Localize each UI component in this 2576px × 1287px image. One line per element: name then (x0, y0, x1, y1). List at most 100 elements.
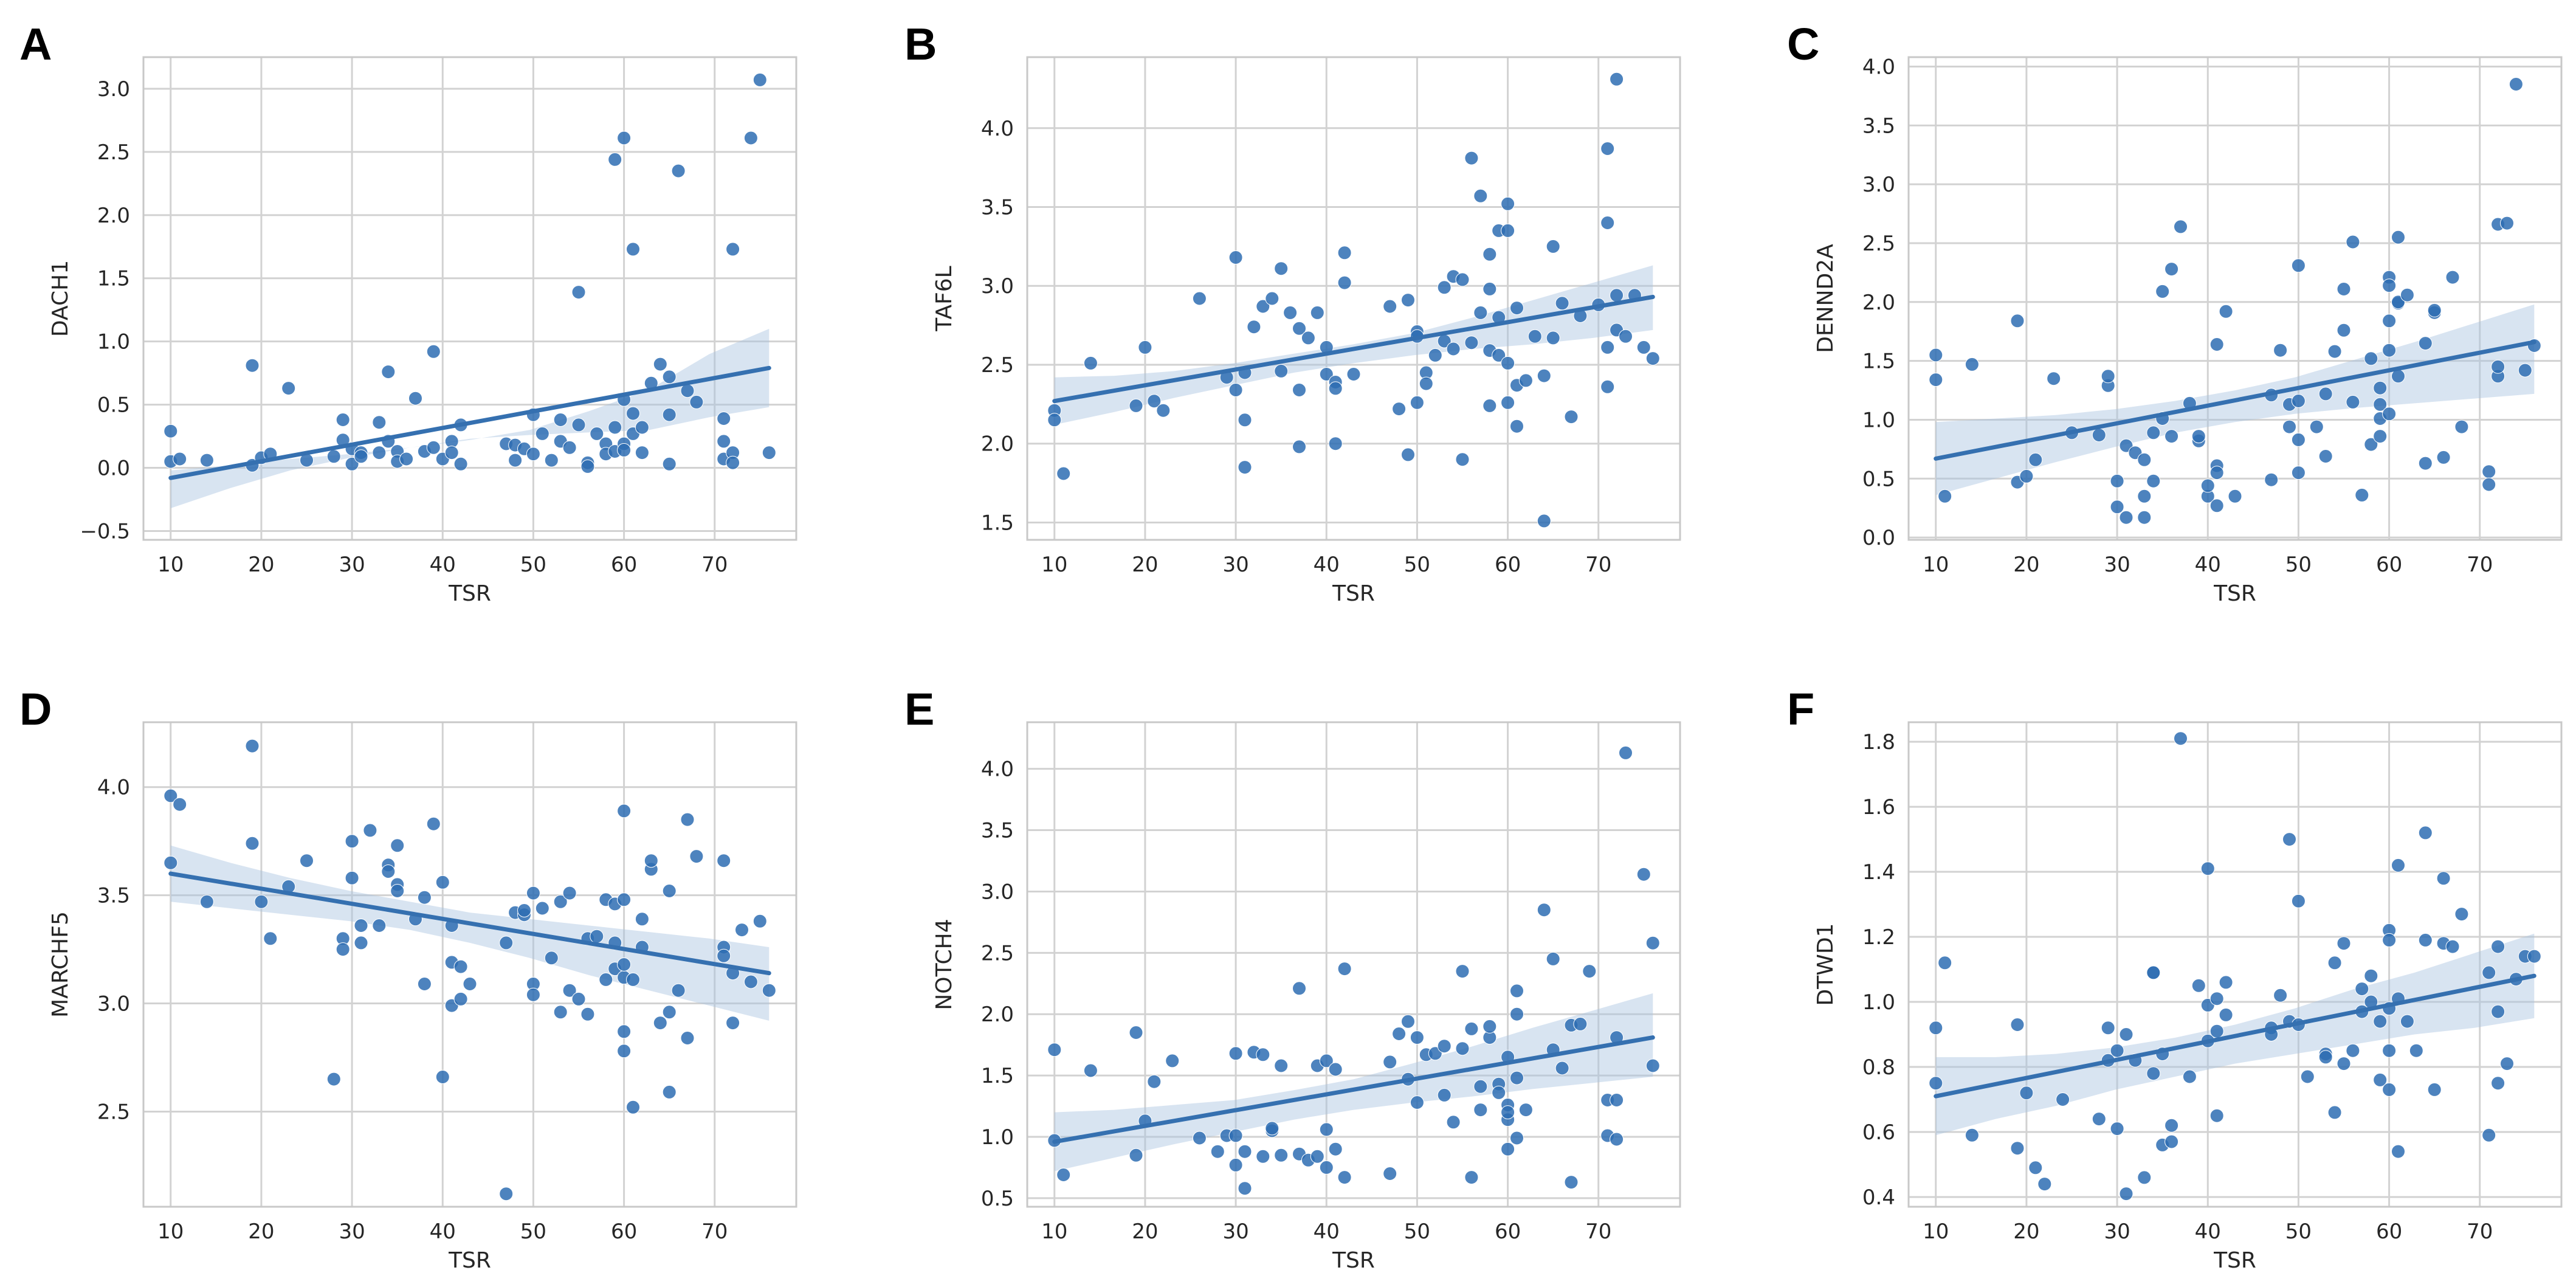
data-point (1473, 188, 1488, 203)
data-point (1537, 903, 1551, 917)
data-point (2291, 258, 2306, 273)
data-point (1165, 1054, 1180, 1068)
data-point (1455, 452, 1470, 467)
data-point (2346, 235, 2360, 249)
y-tick-label: 1.6 (1862, 795, 1895, 819)
x-tick-label: 30 (1222, 1220, 1248, 1244)
data-point (1455, 1041, 1470, 1056)
data-point (354, 919, 368, 933)
data-point (426, 440, 441, 455)
y-tick-label: 1.0 (97, 330, 130, 354)
data-point (1483, 1019, 1497, 1033)
data-point (689, 849, 704, 864)
panel-c: C 10 20 30 40 50 60 70 0.0 0.5 1.0 1.5 2.0 2.5 3.0 3.5 4… (1787, 19, 2563, 606)
y-tick-label: 1.4 (1862, 860, 1895, 885)
data-point (1083, 1063, 1098, 1078)
data-point (1056, 466, 1071, 481)
data-point (435, 1070, 450, 1084)
data-point (2209, 466, 2224, 480)
x-axis-label: TSR (2213, 1248, 2256, 1273)
x-tick-label: 10 (1923, 1220, 1949, 1244)
data-point (2427, 1082, 2442, 1097)
x-tick-label: 50 (1404, 1220, 1430, 1244)
x-tick-label: 50 (2285, 1220, 2312, 1244)
data-point (435, 875, 450, 889)
data-point (164, 424, 178, 438)
data-point (426, 816, 441, 831)
data-point (453, 992, 468, 1006)
data-point (2019, 1086, 2034, 1100)
x-tick-label: 60 (611, 1220, 637, 1244)
y-tick-label: 2.5 (97, 140, 130, 165)
data-point (662, 1085, 677, 1099)
data-point (689, 395, 704, 409)
data-point (2137, 489, 2152, 503)
data-point (2291, 394, 2306, 408)
y-tick-label: 0.4 (1862, 1185, 1895, 1210)
data-point (2337, 323, 2351, 337)
x-tick-label: 30 (339, 1220, 365, 1244)
data-point (2191, 978, 2206, 993)
data-point (1383, 1055, 1397, 1069)
data-point (1555, 296, 1569, 311)
data-point (626, 406, 640, 421)
data-point (617, 443, 632, 457)
data-point (1518, 373, 1533, 388)
data-point (1129, 1026, 1143, 1040)
data-point (2146, 965, 2161, 980)
y-tick-label: 2.0 (981, 432, 1014, 457)
data-point (626, 972, 640, 987)
x-tick-label: 70 (1585, 553, 1611, 577)
data-point (571, 285, 586, 300)
data-point (2491, 359, 2505, 374)
x-tick-label: 40 (1314, 1220, 1340, 1244)
data-point (1464, 151, 1479, 165)
data-point (1328, 381, 1343, 396)
data-point (2409, 1043, 2423, 1058)
data-point (336, 942, 350, 957)
data-point (2209, 1108, 2224, 1123)
data-point (1156, 403, 1171, 418)
data-point (735, 923, 749, 937)
data-point (553, 1005, 568, 1020)
data-point (580, 1007, 595, 1021)
data-point (2309, 419, 2324, 434)
data-point (2373, 429, 2388, 444)
data-point (553, 413, 568, 427)
data-point (1464, 1021, 1479, 1036)
data-point (1310, 305, 1324, 320)
data-point (2264, 472, 2279, 487)
data-point (2482, 965, 2496, 980)
x-tick-label: 20 (248, 553, 274, 577)
data-point (1483, 281, 1497, 296)
data-point (2373, 397, 2388, 412)
data-point (1138, 340, 1152, 354)
y-tick-label: 3.5 (981, 196, 1014, 220)
data-point (1636, 340, 1651, 354)
data-point (2327, 344, 2342, 359)
data-point (1256, 1047, 1270, 1062)
data-point (1310, 1149, 1324, 1164)
data-point (1645, 936, 1660, 950)
data-point (1437, 280, 1452, 295)
data-point (599, 972, 613, 987)
data-point (617, 131, 632, 145)
data-point (2146, 474, 2161, 488)
data-point (1328, 1062, 1343, 1077)
data-point (1610, 288, 1624, 303)
data-point (2291, 466, 2306, 480)
y-tick-label: 1.5 (981, 511, 1014, 535)
data-point (1292, 383, 1306, 397)
data-point (2028, 452, 2043, 467)
data-point (2119, 1187, 2133, 1201)
data-point (571, 418, 586, 432)
data-point (1292, 321, 1306, 336)
y-tick-label: 2.5 (981, 941, 1014, 965)
data-point (635, 446, 649, 460)
data-point (390, 838, 405, 853)
confidence-band (1054, 993, 1653, 1171)
regression-line (168, 365, 771, 480)
data-point (2228, 489, 2242, 503)
data-point (1464, 1170, 1479, 1185)
data-point (1483, 247, 1497, 261)
